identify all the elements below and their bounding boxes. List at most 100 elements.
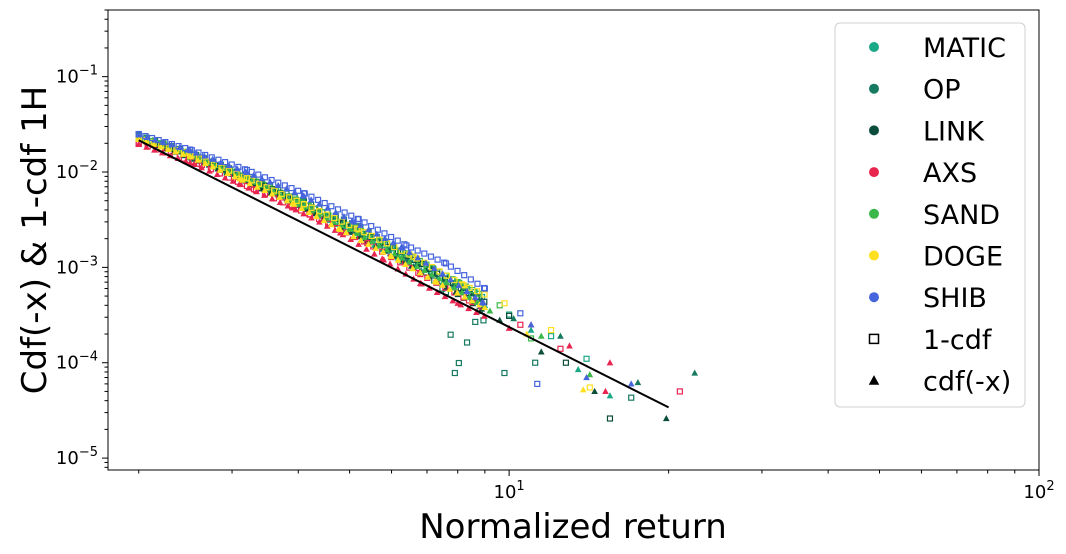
doge-cdf-neg-point xyxy=(350,232,357,240)
doge-1-cdf-point xyxy=(263,184,270,191)
shib-1-cdf-point xyxy=(441,259,448,266)
shib-cdf-neg-point xyxy=(168,141,175,148)
sand-cdf-neg-point xyxy=(375,242,383,249)
shib-cdf-neg-point xyxy=(332,208,340,216)
doge-cdf-neg-point xyxy=(394,256,402,263)
sand-cdf-neg-point xyxy=(330,218,338,225)
sand-cdf-neg-point xyxy=(458,289,466,296)
y-axis-title: Cdf(-x) & 1-cdf 1H xyxy=(15,86,55,395)
doge-cdf-neg-point xyxy=(253,183,261,190)
y-axis: 10−5 10−4 10−3 10−2 10−1 xyxy=(56,9,108,469)
sand-cdf-neg-point xyxy=(442,278,450,285)
shib-cdf-neg-point xyxy=(243,168,251,176)
op-1-cdf-point xyxy=(455,359,462,367)
shib-cdf-neg-point xyxy=(250,171,257,178)
doge-cdf-neg-point xyxy=(283,197,291,204)
sand-cdf-neg-point xyxy=(395,253,403,260)
fit-line-group xyxy=(138,139,670,409)
axs-cdf-neg-point xyxy=(186,159,194,166)
link-cdf-neg-point xyxy=(537,348,545,355)
axs-cdf-neg-point xyxy=(465,305,472,312)
axs-1-cdf-point xyxy=(517,321,524,328)
legend-label: DOGE xyxy=(923,242,1003,273)
axs-cdf-neg-point xyxy=(289,204,296,211)
doge-cdf-neg-point xyxy=(342,229,350,236)
shib-cdf-neg-point xyxy=(340,213,348,220)
shib-1-cdf-point xyxy=(288,185,295,192)
doge-cdf-neg-point xyxy=(320,217,328,224)
sand-cdf-neg-point xyxy=(413,262,421,269)
doge-1-cdf-point xyxy=(460,282,467,289)
axs-cdf-neg-point xyxy=(473,308,480,315)
shib-cdf-neg-point xyxy=(527,321,535,328)
axs-cdf-neg-point xyxy=(331,226,339,233)
doge-cdf-neg-point xyxy=(372,244,380,251)
legend-marker xyxy=(869,208,879,219)
shib-cdf-neg-point xyxy=(258,175,266,182)
doge-cdf-neg-point xyxy=(172,148,180,155)
legend-label: MATIC xyxy=(923,33,1006,64)
doge-cdf-neg-point xyxy=(481,303,489,311)
axs-cdf-neg-point xyxy=(300,210,307,217)
doge-cdf-neg-point xyxy=(298,204,306,211)
doge-1-cdf-point xyxy=(278,190,285,198)
y-tick-label: 10−2 xyxy=(56,159,98,183)
doge-1-cdf-point xyxy=(308,204,315,211)
shib-1-cdf-point xyxy=(255,171,262,178)
axs-cdf-neg-point xyxy=(221,174,229,181)
doge-cdf-neg-point xyxy=(416,269,424,276)
shib-cdf-neg-point xyxy=(151,136,159,143)
axs-cdf-neg-point xyxy=(380,256,388,263)
legend-marker xyxy=(869,167,879,178)
legend: MATIC OP LINK AXS SAND DOGE SHIB 1-cdf cdf(-x) xyxy=(834,22,1026,408)
sand-cdf-neg-point xyxy=(537,332,545,339)
op-cdf-neg-point xyxy=(510,315,517,322)
shib-cdf-neg-point xyxy=(135,131,143,138)
doge-cdf-neg-point xyxy=(246,180,254,187)
shib-cdf-neg-point xyxy=(350,218,358,225)
shib-1-cdf-point xyxy=(321,199,328,207)
axs-cdf-neg-point xyxy=(441,293,449,300)
sand-cdf-neg-point xyxy=(451,284,458,291)
doge-1-cdf-point xyxy=(346,221,353,229)
sand-cdf-neg-point xyxy=(421,266,428,273)
axs-cdf-neg-point xyxy=(284,202,292,209)
doge-cdf-neg-point xyxy=(328,221,335,228)
doge-cdf-neg-point xyxy=(305,208,313,216)
axs-cdf-neg-point xyxy=(253,188,260,195)
doge-1-cdf-point xyxy=(481,291,488,298)
doge-1-cdf-point xyxy=(410,253,417,260)
op-cdf-neg-point xyxy=(557,332,564,339)
doge-1-cdf-point xyxy=(473,288,481,295)
doge-cdf-neg-point xyxy=(439,281,446,288)
y-tick-label: 10−1 xyxy=(56,64,98,88)
axs-cdf-neg-point xyxy=(151,146,158,153)
doge-1-cdf-point xyxy=(270,187,278,194)
sand-cdf-neg-point xyxy=(383,246,391,253)
shib-1-cdf-point xyxy=(348,212,355,219)
op-1-cdf-point xyxy=(501,369,508,377)
shib-cdf-neg-point xyxy=(365,226,372,233)
legend-marker xyxy=(869,83,879,94)
y-tick-label: 10−5 xyxy=(56,445,98,469)
shib-cdf-neg-point xyxy=(430,264,438,272)
doge-cdf-neg-point xyxy=(150,140,157,147)
shib-1-cdf-point xyxy=(361,219,368,226)
doge-1-cdf-point xyxy=(243,175,250,182)
shib-cdf-neg-point xyxy=(192,149,200,156)
axs-cdf-neg-point xyxy=(449,297,457,304)
shib-1-cdf-point xyxy=(368,222,375,230)
doge-cdf-neg-point xyxy=(236,175,243,182)
shib-1-cdf-point xyxy=(427,253,435,260)
axs-cdf-neg-point xyxy=(339,231,347,238)
shib-1-cdf-point xyxy=(534,380,541,387)
shib-1-cdf-point xyxy=(355,216,362,223)
doge-cdf-neg-point xyxy=(261,186,268,194)
doge-1-cdf-point xyxy=(316,208,323,215)
op-1-cdf-point xyxy=(447,331,454,338)
shib-cdf-neg-point xyxy=(291,188,299,195)
doge-cdf-neg-point xyxy=(202,159,209,167)
axs-cdf-neg-point xyxy=(433,288,441,295)
matic-cdf-neg-point xyxy=(574,365,582,373)
